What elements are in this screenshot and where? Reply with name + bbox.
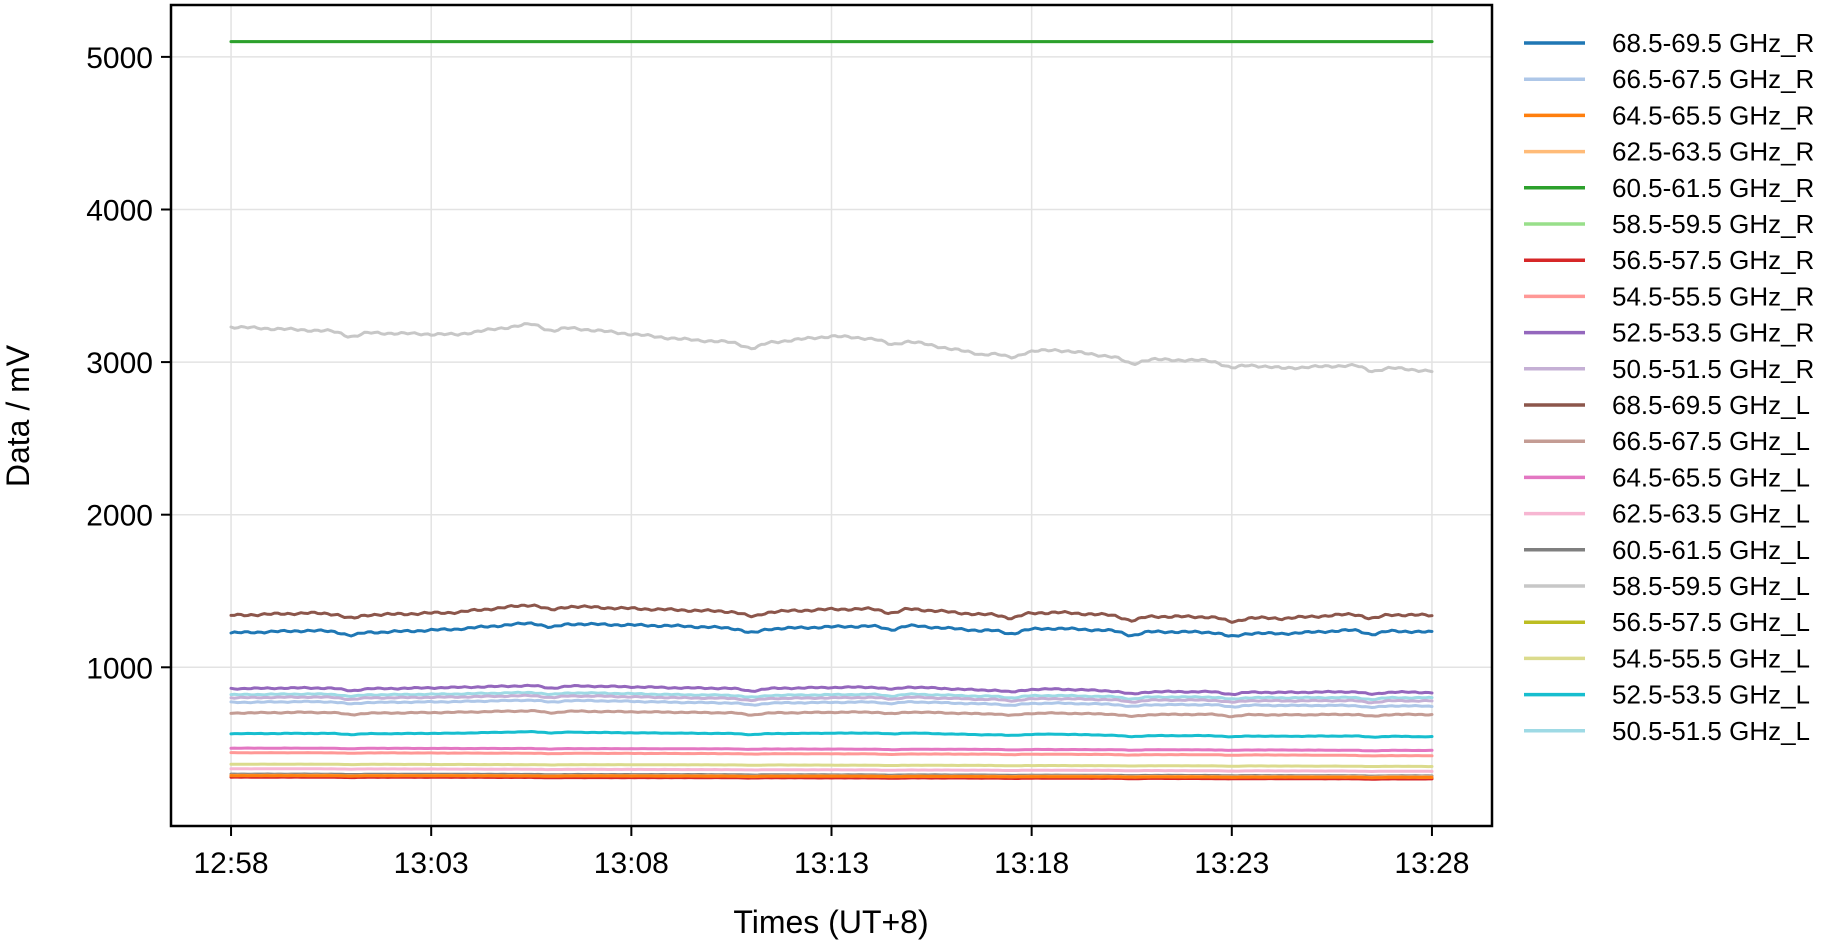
y-axis-title: Data / mV — [0, 344, 36, 487]
x-axis-title: Times (UT+8) — [733, 904, 928, 940]
legend-label: 50.5-51.5 GHz_L — [1612, 716, 1810, 746]
y-tick-label: 5000 — [86, 42, 153, 75]
legend-label: 62.5-63.5 GHz_R — [1612, 137, 1814, 167]
legend-label: 54.5-55.5 GHz_L — [1612, 643, 1810, 673]
legend-label: 62.5-63.5 GHz_L — [1612, 499, 1810, 529]
series-line-16 — [229, 322, 1434, 374]
legend-label: 56.5-57.5 GHz_L — [1612, 607, 1810, 637]
series-line-3 — [229, 774, 1434, 780]
legend-label: 56.5-57.5 GHz_R — [1612, 245, 1814, 275]
series-line-14 — [229, 767, 1434, 773]
axis-ticks: 12:58 13:03 13:08 13:13 13:18 13:23 13:28 1000 2… — [86, 42, 1469, 880]
series-line-19 — [229, 730, 1434, 739]
x-tick-label: 13:28 — [1394, 847, 1469, 880]
series-line-10 — [229, 693, 1434, 705]
series-line-8 — [229, 751, 1434, 758]
legend-label: 60.5-61.5 GHz_L — [1612, 535, 1810, 565]
legend-label: 64.5-65.5 GHz_R — [1612, 100, 1814, 130]
series-line-12 — [229, 709, 1434, 719]
legend-label: 66.5-67.5 GHz_R — [1612, 64, 1814, 94]
legend-label: 58.5-59.5 GHz_L — [1612, 571, 1810, 601]
y-tick-label: 4000 — [86, 194, 153, 227]
series-line-2 — [229, 698, 1434, 709]
series-line-11 — [229, 603, 1434, 624]
x-tick-label: 12:58 — [194, 847, 269, 880]
x-tick-label: 13:23 — [1194, 847, 1269, 880]
legend: 68.5-69.5 GHz_R 66.5-67.5 GHz_R 64.5-65.5 … — [1524, 28, 1814, 746]
x-tick-label: 13:18 — [994, 847, 1069, 880]
x-tick-label: 13:13 — [794, 847, 869, 880]
x-tick-label: 13:08 — [594, 847, 669, 880]
legend-label: 64.5-65.5 GHz_L — [1612, 462, 1810, 492]
series-line-1 — [229, 621, 1434, 638]
series-line-18 — [229, 762, 1434, 769]
legend-label: 58.5-59.5 GHz_R — [1612, 209, 1814, 239]
series-line-20 — [229, 690, 1434, 702]
legend-label: 68.5-69.5 GHz_R — [1612, 28, 1814, 58]
legend-label: 54.5-55.5 GHz_R — [1612, 281, 1814, 311]
legend-label: 66.5-67.5 GHz_L — [1612, 426, 1810, 456]
y-tick-label: 2000 — [86, 500, 153, 533]
series-line-13 — [229, 746, 1434, 753]
series-lines — [229, 40, 1434, 781]
legend-label: 52.5-53.5 GHz_L — [1612, 680, 1810, 710]
y-tick-label: 3000 — [86, 347, 153, 380]
series-line-9 — [229, 683, 1434, 697]
grid — [171, 5, 1492, 826]
x-tick-label: 13:03 — [394, 847, 469, 880]
legend-label: 68.5-69.5 GHz_L — [1612, 390, 1810, 420]
y-tick-label: 1000 — [86, 652, 153, 685]
legend-label: 50.5-51.5 GHz_R — [1612, 354, 1814, 384]
legend-label: 52.5-53.5 GHz_R — [1612, 318, 1814, 348]
legend-label: 60.5-61.5 GHz_R — [1612, 173, 1814, 203]
